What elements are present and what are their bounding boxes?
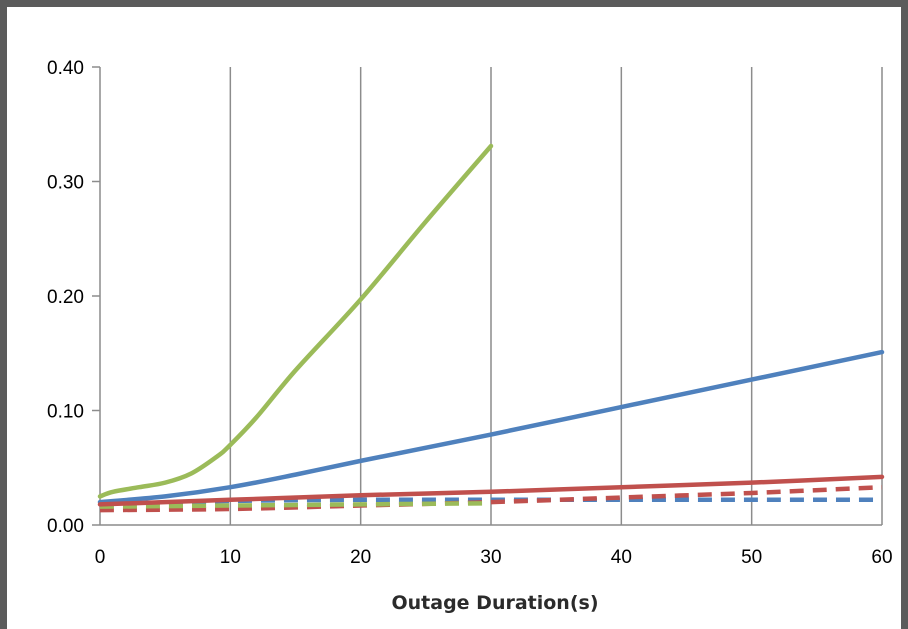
y-tick-label: 0.10	[47, 402, 84, 423]
series-line-1	[97, 349, 885, 505]
y-tick-label: 0.00	[47, 516, 84, 537]
x-tick-label: 40	[611, 547, 632, 568]
gridlines	[229, 67, 883, 525]
y-tick-label: 0.20	[47, 287, 84, 308]
x-tick-labels: 0 10 20 30 40 50 60	[95, 547, 893, 568]
series-line-3	[97, 143, 494, 499]
x-tick-label: 10	[220, 547, 241, 568]
series-line-4	[99, 497, 882, 507]
series-line-6	[99, 501, 492, 509]
y-tick-label: 0.40	[47, 58, 84, 79]
y-tick-labels: 0.00 0.10 0.20 0.30 0.40	[47, 58, 84, 537]
axes	[92, 66, 882, 526]
x-axis-title: Outage Duration(s)	[391, 592, 598, 614]
y-tick-label: 0.30	[47, 173, 84, 194]
series-lines	[97, 143, 885, 513]
x-tick-label: 50	[741, 547, 762, 568]
x-tick-label: 60	[871, 547, 892, 568]
series-line-5	[99, 484, 883, 513]
x-tick-label: 0	[95, 547, 106, 568]
x-tick-label: 30	[480, 547, 501, 568]
series-line-2	[97, 474, 885, 507]
x-tick-label: 20	[350, 547, 371, 568]
